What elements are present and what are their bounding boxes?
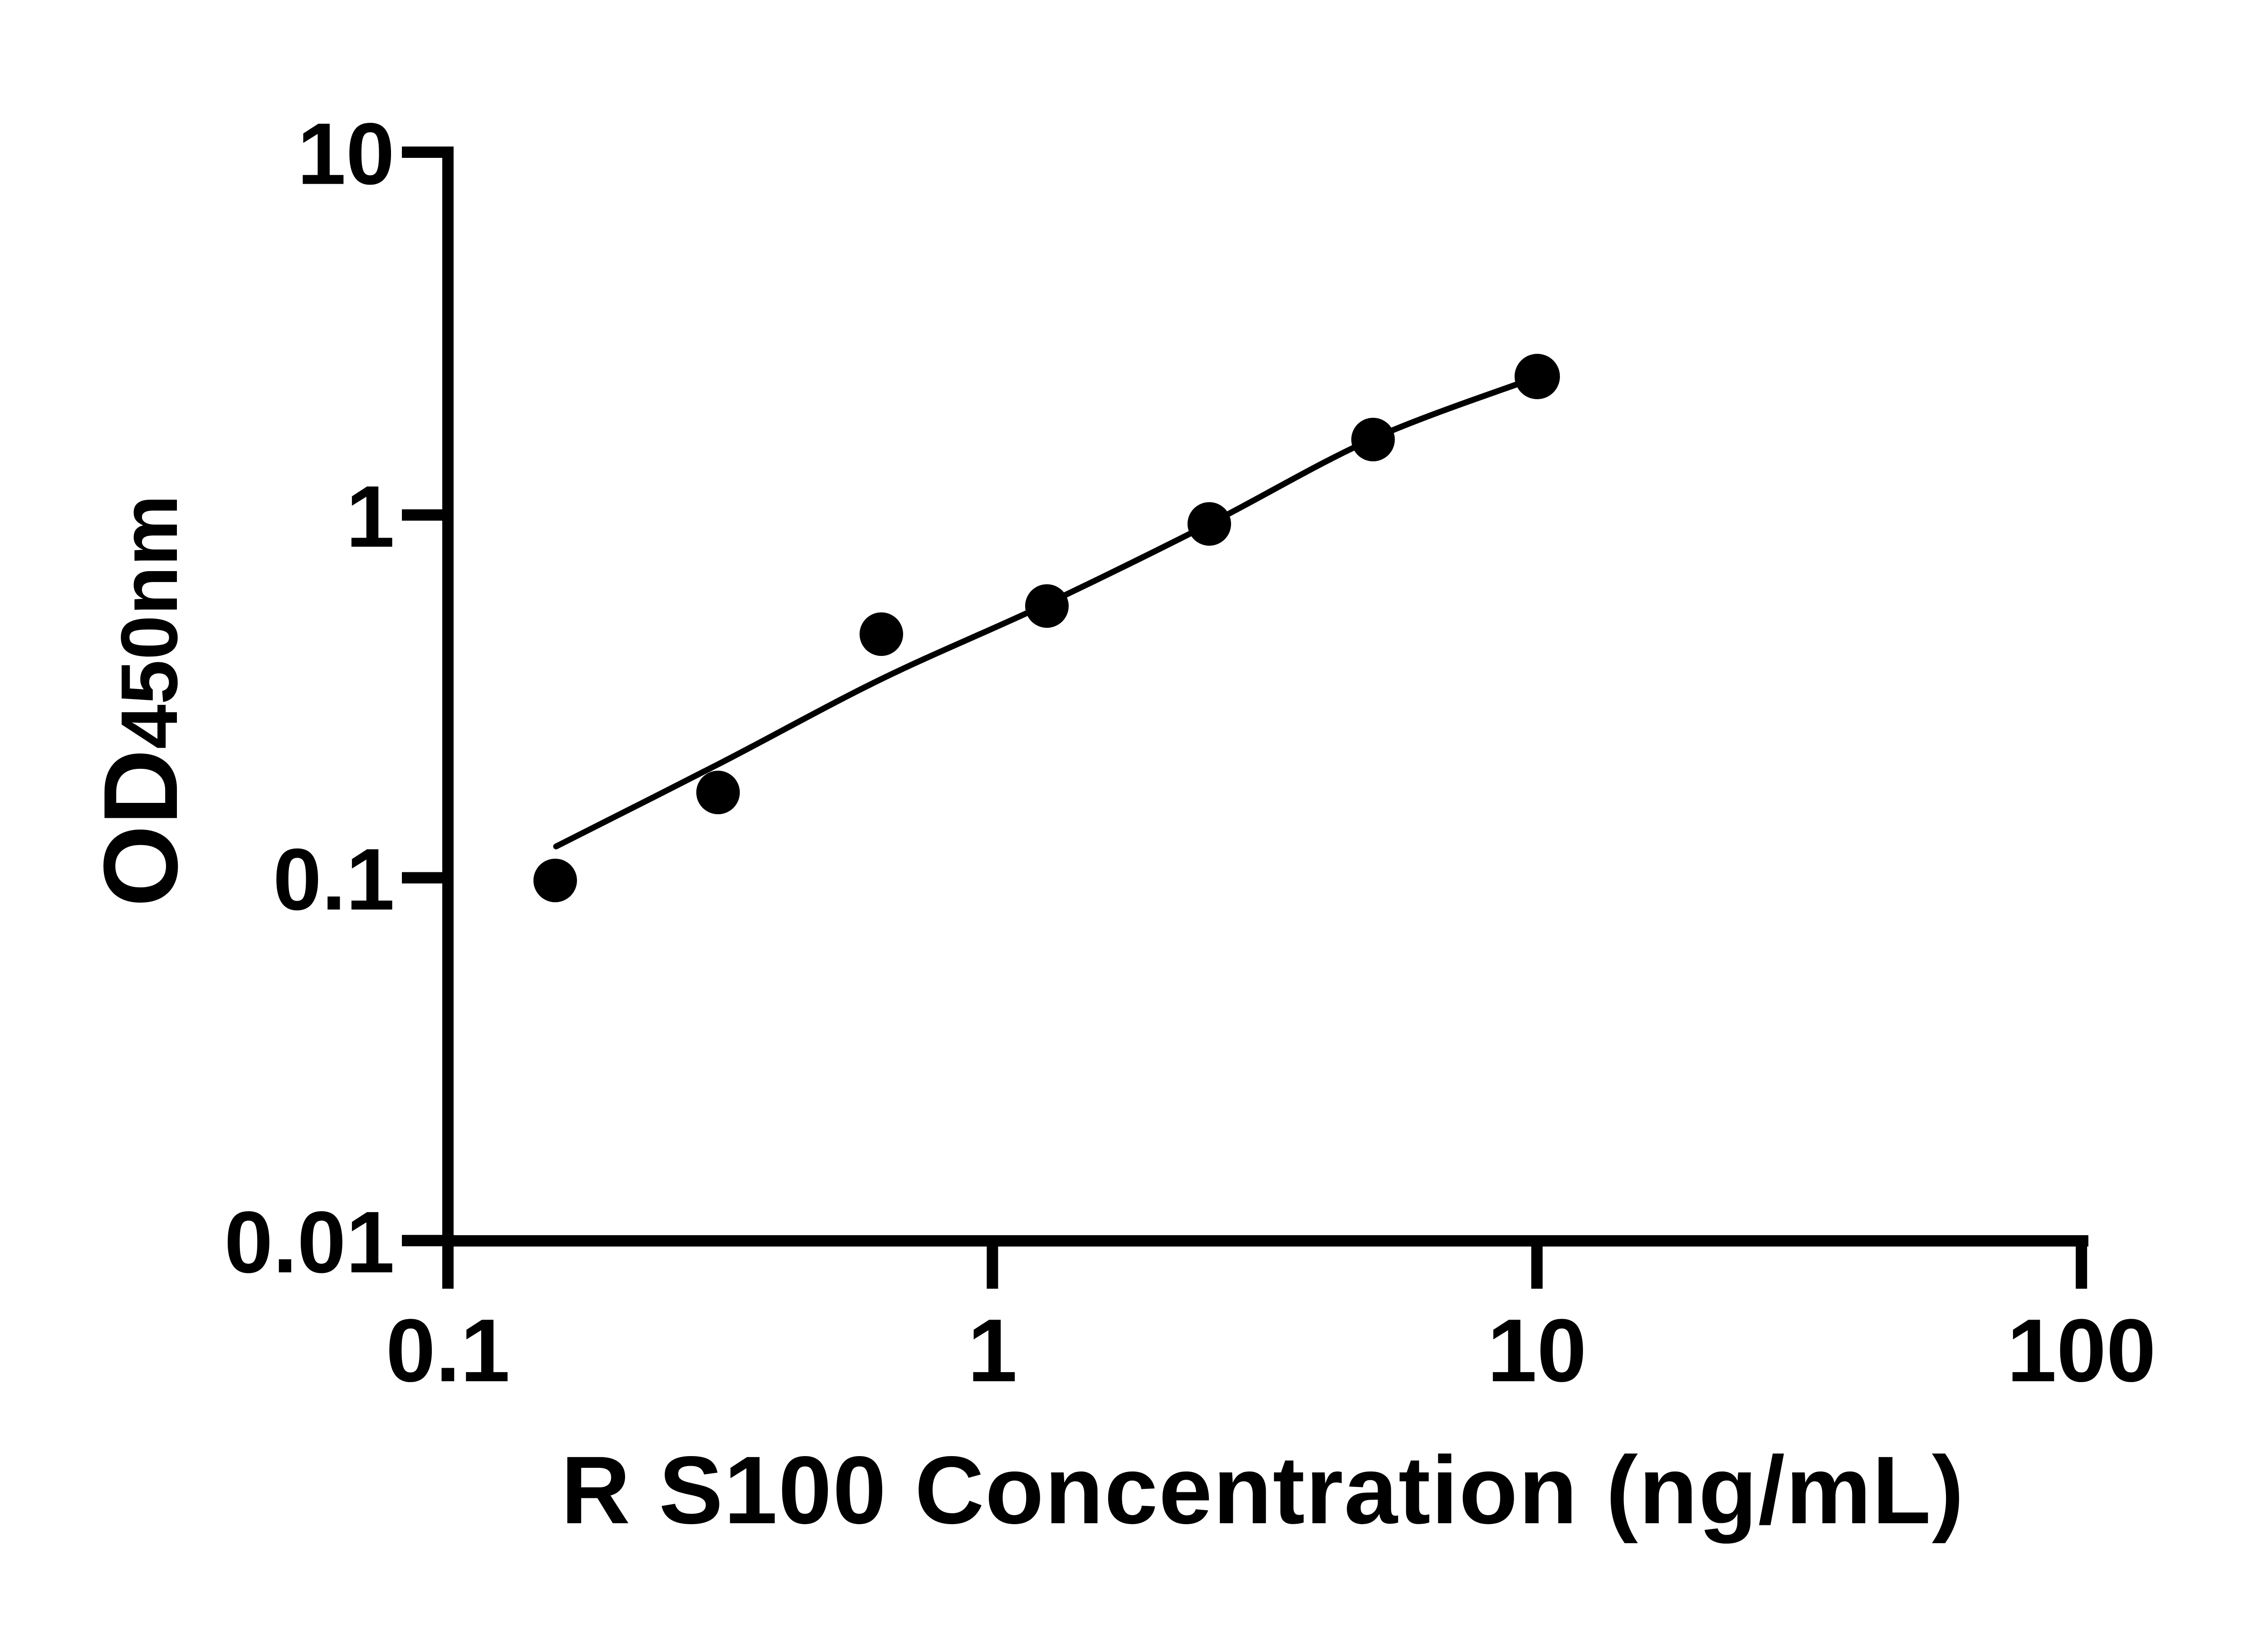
svg-text:1: 1 [346, 467, 395, 565]
svg-text:0.01: 0.01 [224, 1193, 395, 1291]
svg-text:0.1: 0.1 [386, 1301, 510, 1400]
svg-text:R S100 Concentration (ng/mL): R S100 Concentration (ng/mL) [561, 1436, 1965, 1544]
svg-text:10: 10 [1487, 1301, 1587, 1400]
svg-text:10: 10 [297, 105, 395, 203]
svg-text:100: 100 [2007, 1301, 2156, 1400]
svg-text:OD450nm: OD450nm [82, 495, 200, 907]
svg-text:1: 1 [968, 1301, 1017, 1400]
svg-text:0.1: 0.1 [273, 830, 395, 928]
